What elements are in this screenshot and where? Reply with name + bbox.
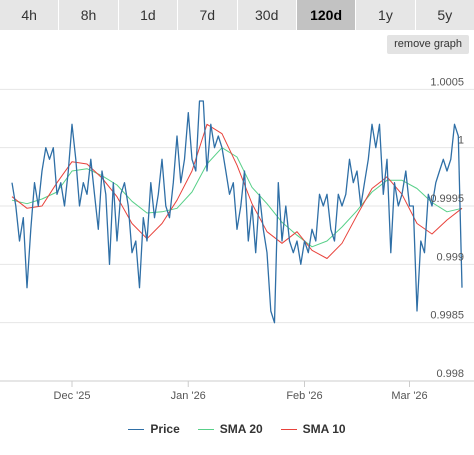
series-line-sma10: [11, 123, 463, 259]
series-line-price: [11, 100, 463, 324]
tab-120d[interactable]: 120d: [296, 0, 356, 30]
tab-7d[interactable]: 7d: [178, 0, 237, 30]
y-tick-label: 1: [458, 135, 464, 147]
legend-swatch-price: [128, 428, 145, 430]
series-layer: [11, 100, 463, 324]
legend-label-sma10: SMA 10: [302, 422, 346, 436]
y-tick-label: 0.999: [436, 251, 464, 263]
x-tick-label: Feb '26: [286, 390, 322, 402]
tab-1y[interactable]: 1y: [356, 0, 415, 30]
time-range-tabs: 4h 8h 1d 7d 30d 120d 1y 5y: [0, 0, 474, 30]
x-axis: Dec '25 Jan '26 Feb '26 Mar '26: [0, 380, 474, 402]
x-tick-label: Dec '25: [54, 390, 91, 402]
tab-5y[interactable]: 5y: [415, 0, 474, 30]
legend-swatch-sma20: [197, 428, 214, 430]
legend-label-sma20: SMA 20: [219, 422, 263, 436]
legend-swatch-sma10: [280, 428, 297, 430]
y-tick-label: 0.998: [436, 368, 464, 380]
tab-1d[interactable]: 1d: [118, 0, 178, 30]
tab-4h[interactable]: 4h: [0, 0, 59, 30]
tab-8h[interactable]: 8h: [59, 0, 118, 30]
legend-label-price: Price: [150, 422, 180, 436]
series-line-sma20: [11, 147, 463, 248]
y-tick-label: 0.9985: [430, 310, 464, 322]
chart-legend: Price SMA 20 SMA 10: [0, 418, 474, 440]
y-tick-label: 0.9995: [430, 193, 464, 205]
price-chart: Dec '25 Jan '26 Feb '26 Mar '26 0.998 0.9985…: [0, 76, 474, 402]
tab-30d[interactable]: 30d: [237, 0, 296, 30]
x-tick-label: Jan '26: [171, 390, 206, 402]
legend-item-sma20[interactable]: SMA 20: [197, 422, 263, 436]
y-axis-labels: 0.998 0.9985 0.999 0.9995 1 1.0005: [430, 76, 464, 380]
remove-graph-button[interactable]: remove graph: [387, 35, 469, 54]
legend-item-price[interactable]: Price: [128, 422, 180, 436]
legend-item-sma10[interactable]: SMA 10: [280, 422, 346, 436]
x-tick-label: Mar '26: [391, 390, 427, 402]
y-tick-label: 1.0005: [430, 76, 464, 88]
